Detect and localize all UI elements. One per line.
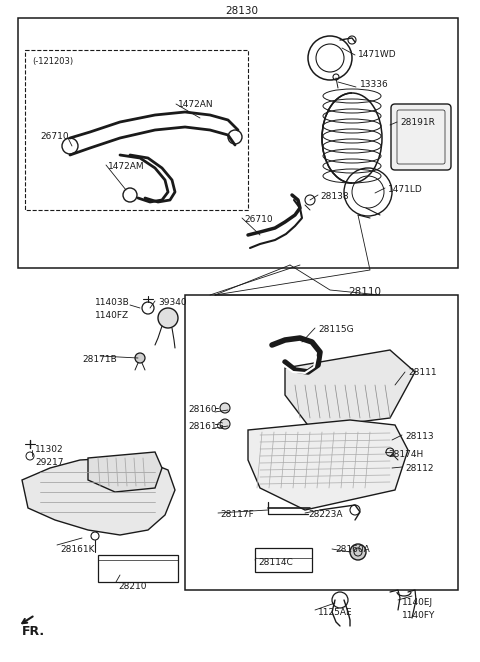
Text: 28223A: 28223A bbox=[308, 510, 343, 519]
Text: 1471LD: 1471LD bbox=[388, 185, 423, 194]
Text: 26710: 26710 bbox=[40, 132, 69, 141]
Text: 39340: 39340 bbox=[158, 298, 187, 307]
Bar bbox=[98, 555, 178, 582]
Circle shape bbox=[350, 544, 366, 560]
Polygon shape bbox=[22, 458, 175, 535]
Text: (-121203): (-121203) bbox=[32, 57, 73, 66]
Text: 28174H: 28174H bbox=[388, 450, 423, 459]
Text: 1471WD: 1471WD bbox=[358, 50, 396, 59]
Text: 11403B: 11403B bbox=[95, 298, 130, 307]
Polygon shape bbox=[88, 452, 162, 492]
Text: 1472AN: 1472AN bbox=[178, 100, 214, 109]
Text: 28112: 28112 bbox=[405, 464, 433, 473]
FancyBboxPatch shape bbox=[391, 104, 451, 170]
Text: 28110: 28110 bbox=[348, 287, 381, 297]
Circle shape bbox=[135, 353, 145, 363]
Text: 1140FY: 1140FY bbox=[402, 611, 435, 620]
Text: 1472AM: 1472AM bbox=[108, 162, 144, 171]
Circle shape bbox=[220, 419, 230, 429]
Text: 28138: 28138 bbox=[320, 192, 348, 201]
Text: 28111: 28111 bbox=[408, 368, 437, 377]
Bar bbox=[185, 295, 458, 590]
Text: 28160: 28160 bbox=[188, 405, 216, 414]
Circle shape bbox=[158, 308, 178, 328]
Text: 28115G: 28115G bbox=[318, 325, 354, 334]
Text: 28191R: 28191R bbox=[400, 118, 435, 127]
Text: 11302: 11302 bbox=[35, 445, 64, 454]
Bar bbox=[18, 18, 458, 268]
Text: 26710: 26710 bbox=[244, 215, 273, 224]
Text: 28160A: 28160A bbox=[335, 545, 370, 554]
Text: 28161G: 28161G bbox=[188, 422, 224, 431]
Text: 28117F: 28117F bbox=[220, 510, 254, 519]
Circle shape bbox=[220, 403, 230, 413]
Text: FR.: FR. bbox=[22, 625, 45, 638]
Bar bbox=[25, 50, 248, 210]
Bar bbox=[255, 548, 312, 572]
Polygon shape bbox=[285, 350, 415, 428]
Polygon shape bbox=[248, 420, 408, 510]
Text: 1125AE: 1125AE bbox=[318, 608, 353, 617]
Text: 28114C: 28114C bbox=[258, 558, 293, 567]
Text: 28113: 28113 bbox=[405, 432, 433, 441]
Text: 28210: 28210 bbox=[118, 582, 146, 591]
Text: 28171B: 28171B bbox=[82, 355, 117, 364]
Text: 28161K: 28161K bbox=[60, 545, 95, 554]
Text: 1140EJ: 1140EJ bbox=[402, 598, 433, 607]
Text: 29217: 29217 bbox=[35, 458, 63, 467]
Text: 28130: 28130 bbox=[225, 6, 258, 16]
Text: 1140FZ: 1140FZ bbox=[95, 311, 129, 320]
Text: 13336: 13336 bbox=[360, 80, 389, 89]
